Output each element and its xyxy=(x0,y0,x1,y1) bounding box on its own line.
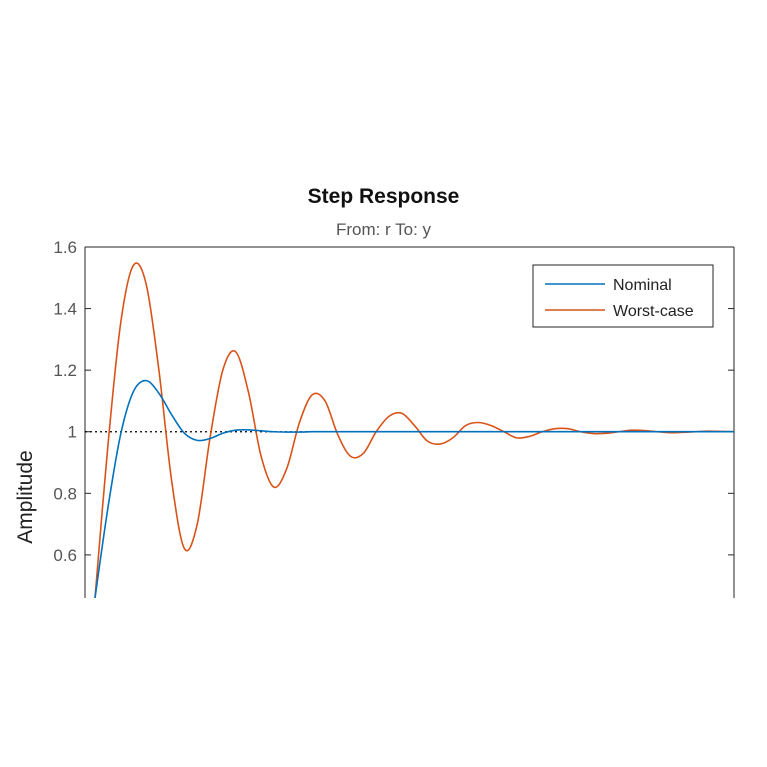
series-group xyxy=(94,262,734,598)
y-tick-label: 0.8 xyxy=(53,484,77,503)
legend-label: Worst-case xyxy=(613,303,694,320)
series-line-nominal xyxy=(94,379,734,598)
y-tick-label: 1 xyxy=(68,423,77,442)
y-tick-label: 0.6 xyxy=(53,546,77,565)
legend-label: Nominal xyxy=(613,277,672,294)
chart-subtitle: From: r To: y xyxy=(335,220,432,239)
y-tick-label: 1.4 xyxy=(53,300,77,319)
legend: Nominal Worst-case xyxy=(532,264,714,328)
y-tick-label: 1.2 xyxy=(53,361,77,380)
chart-title: Step Response xyxy=(307,185,460,208)
y-tick-label: 1.6 xyxy=(53,238,77,257)
legend-box xyxy=(532,264,714,328)
